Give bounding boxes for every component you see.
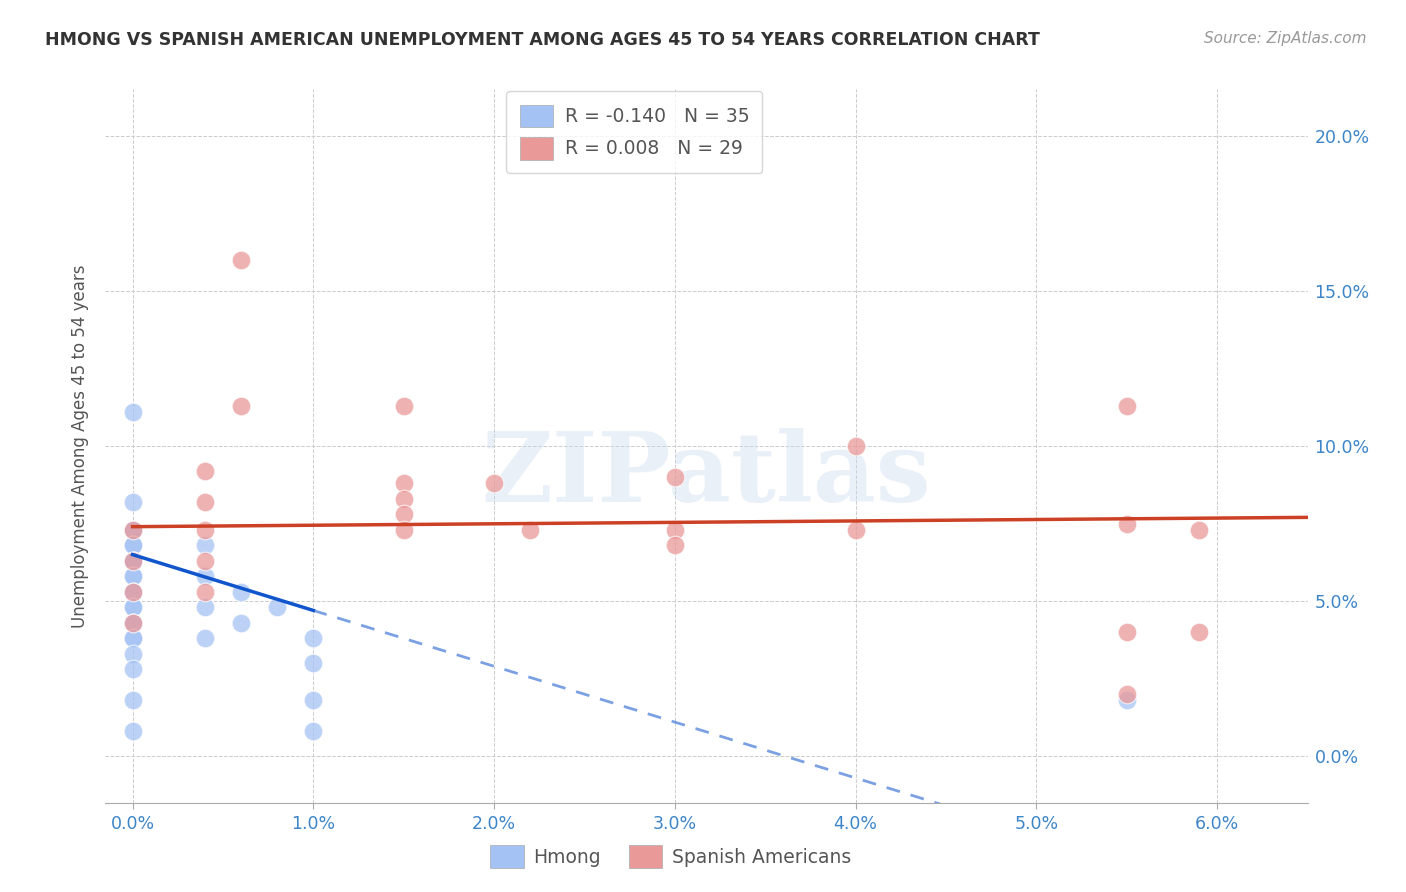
Point xyxy=(121,405,143,419)
Point xyxy=(194,495,217,509)
Text: HMONG VS SPANISH AMERICAN UNEMPLOYMENT AMONG AGES 45 TO 54 YEARS CORRELATION CHA: HMONG VS SPANISH AMERICAN UNEMPLOYMENT A… xyxy=(45,31,1040,49)
Point xyxy=(194,569,217,583)
Point xyxy=(392,399,415,413)
Text: Source: ZipAtlas.com: Source: ZipAtlas.com xyxy=(1204,31,1367,46)
Point xyxy=(482,476,505,491)
Point xyxy=(1115,625,1137,640)
Point xyxy=(121,584,143,599)
Point xyxy=(392,476,415,491)
Text: ZIPatlas: ZIPatlas xyxy=(482,427,931,522)
Point xyxy=(1188,625,1211,640)
Point xyxy=(194,600,217,615)
Point xyxy=(1188,523,1211,537)
Point xyxy=(302,724,325,739)
Point xyxy=(121,554,143,568)
Point xyxy=(229,584,252,599)
Point xyxy=(194,632,217,646)
Point xyxy=(121,554,143,568)
Legend: Hmong, Spanish Americans: Hmong, Spanish Americans xyxy=(482,838,859,875)
Point xyxy=(194,584,217,599)
Point xyxy=(121,554,143,568)
Point xyxy=(121,724,143,739)
Point xyxy=(266,600,288,615)
Point xyxy=(392,523,415,537)
Point xyxy=(121,632,143,646)
Point xyxy=(392,491,415,506)
Point xyxy=(121,569,143,583)
Point xyxy=(519,523,541,537)
Point xyxy=(121,523,143,537)
Point xyxy=(194,464,217,478)
Point xyxy=(121,538,143,552)
Point xyxy=(121,662,143,676)
Point xyxy=(302,632,325,646)
Point xyxy=(121,584,143,599)
Point xyxy=(664,523,686,537)
Point xyxy=(121,523,143,537)
Point xyxy=(121,584,143,599)
Point xyxy=(121,615,143,630)
Point xyxy=(392,508,415,522)
Point xyxy=(121,600,143,615)
Point xyxy=(121,523,143,537)
Point xyxy=(845,523,868,537)
Point xyxy=(121,600,143,615)
Point xyxy=(302,656,325,670)
Point xyxy=(845,439,868,453)
Point xyxy=(121,538,143,552)
Y-axis label: Unemployment Among Ages 45 to 54 years: Unemployment Among Ages 45 to 54 years xyxy=(72,264,90,628)
Point xyxy=(121,569,143,583)
Point xyxy=(121,632,143,646)
Point xyxy=(302,693,325,707)
Point xyxy=(194,538,217,552)
Point xyxy=(194,523,217,537)
Point xyxy=(229,615,252,630)
Point xyxy=(229,399,252,413)
Point xyxy=(121,615,143,630)
Point xyxy=(121,693,143,707)
Point xyxy=(121,495,143,509)
Point xyxy=(194,554,217,568)
Point xyxy=(1115,516,1137,531)
Point xyxy=(229,252,252,267)
Point xyxy=(121,647,143,661)
Point xyxy=(1115,399,1137,413)
Point xyxy=(121,554,143,568)
Point xyxy=(1115,693,1137,707)
Point xyxy=(664,538,686,552)
Point xyxy=(1115,687,1137,701)
Point xyxy=(121,615,143,630)
Point xyxy=(664,470,686,484)
